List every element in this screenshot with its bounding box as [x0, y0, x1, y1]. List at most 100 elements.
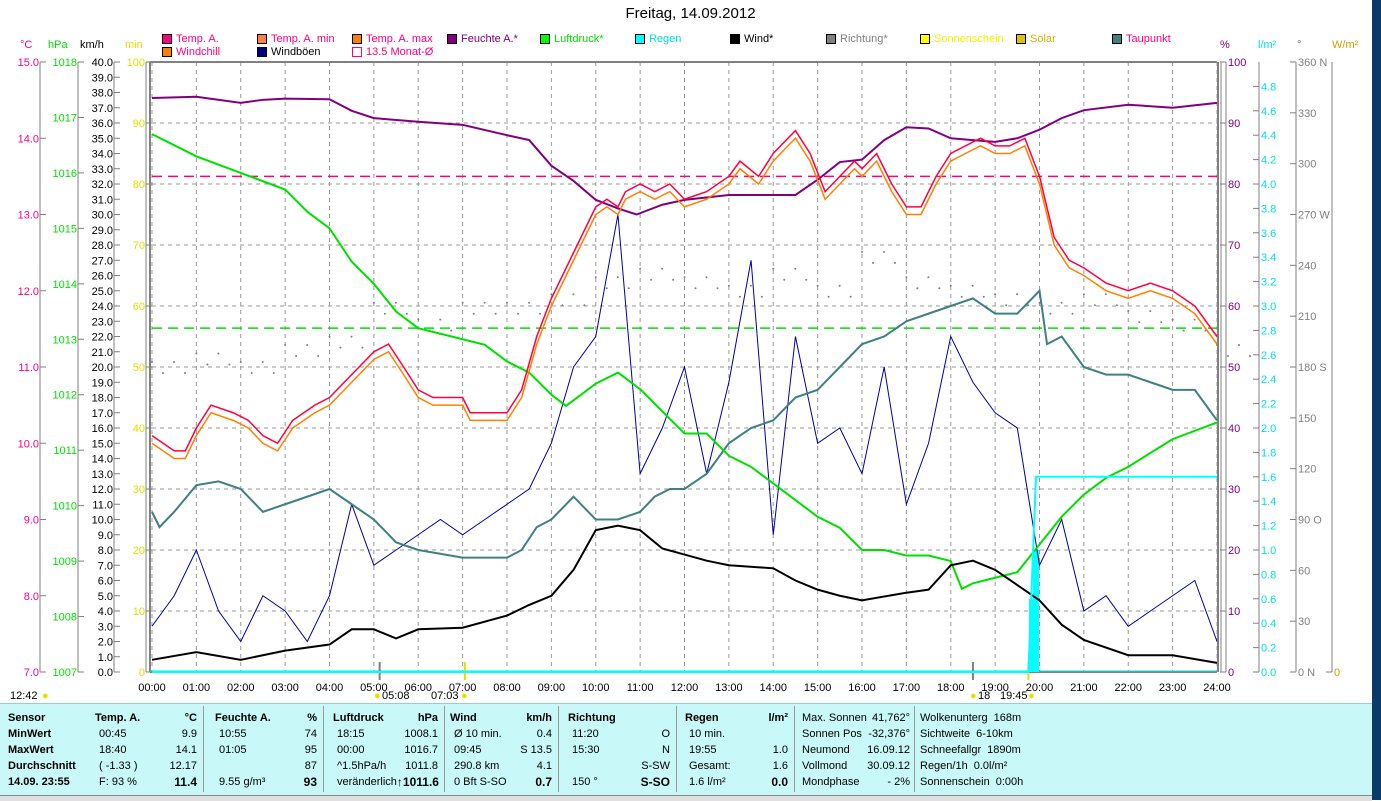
rain-tick-label: 2.6	[1261, 350, 1276, 362]
rain-tick-label: 3.8	[1261, 203, 1276, 215]
unit-label-pct: %	[1220, 39, 1230, 51]
solar-tick-label: 0	[1334, 667, 1340, 679]
stats-value: 74	[304, 728, 317, 740]
x-tick-label: 01:00	[183, 682, 211, 694]
legend-label: Solar	[1030, 33, 1056, 45]
stats-value: S-SW	[641, 760, 670, 772]
temp-tick-label: 7.0	[24, 667, 39, 679]
stats-row: Ø 10 min. 0.4	[450, 726, 552, 742]
legend-label: Windchill	[176, 46, 221, 58]
stats-value: 95	[304, 744, 317, 756]
column-divider	[794, 706, 795, 792]
x-tick-label: 10:00	[582, 682, 610, 694]
column-divider	[558, 706, 559, 792]
direction-dot	[982, 295, 985, 298]
stats-time: ( -1.33 )	[99, 760, 138, 772]
misc-value: 1890m	[987, 744, 1021, 756]
direction-dot	[1171, 318, 1174, 321]
direction-dot	[506, 301, 508, 304]
deg-tick-label: 0 N	[1298, 667, 1315, 679]
deg-tick-label: 120	[1298, 464, 1316, 476]
min-tick-label: 20	[133, 545, 145, 557]
astro-value: -32,376°	[868, 728, 910, 740]
kmh-tick-label: 37.0	[92, 103, 113, 115]
misc-label: Wolkenunterg	[920, 712, 988, 724]
header-label: Temp. A.	[95, 712, 141, 724]
legend-swatch	[1016, 34, 1026, 44]
stats-row: ( -1.33 ) 12.17	[95, 758, 197, 774]
stats-row: 09:45 S 13.5	[450, 742, 552, 758]
direction-dot	[672, 278, 675, 281]
stats-time: 150 °	[572, 776, 598, 788]
legend-item: Wind*	[730, 33, 773, 45]
stats-time: 15:30	[572, 744, 600, 756]
row-label: Sensor	[8, 710, 88, 726]
direction-dot	[1249, 355, 1251, 358]
direction-dot	[971, 284, 974, 287]
rain-tick-label: 1.4	[1261, 496, 1276, 508]
kmh-tick-label: 2.0	[98, 637, 113, 649]
legend-item: Regen	[635, 33, 681, 45]
status-bar	[0, 795, 1372, 801]
kmh-tick-label: 26.0	[92, 271, 113, 283]
deg-tick-label: 210	[1298, 311, 1316, 323]
astro-row: Neumond 16.09.12	[802, 742, 910, 758]
stats-time: 00:45	[99, 728, 127, 740]
weather-chart: 00:00 01:00 02:00 03:00 04:00 05:00 06:00 07:00…	[18, 57, 1341, 694]
deg-tick-label: 270 W	[1298, 210, 1330, 222]
rain-tick-label: 0.4	[1261, 618, 1276, 630]
stats-column: Feuchte A.% 10:55 74 01:05 95 87 9.55 g/m³ 93	[215, 710, 317, 790]
misc-value: 6-10km	[976, 728, 1013, 740]
legend-item: Solar	[1016, 33, 1056, 45]
deg-tick-label: 30	[1298, 616, 1310, 628]
pct-tick-label: 90	[1228, 118, 1240, 130]
pct-tick-label: 80	[1228, 179, 1240, 191]
stats-column: Temp. A. °C 00:45 9.9 18:40 14.1 ( -1.33 ) 12.1…	[95, 710, 197, 790]
direction-dot	[517, 312, 519, 315]
unit-label-rain: l/m²	[1258, 39, 1277, 51]
legend-label: Feuchte A.*	[461, 33, 518, 45]
x-tick-label: 14:00	[759, 682, 787, 694]
stats-time: 1.6 l/m²	[689, 776, 726, 788]
rain-tick-label: 4.6	[1261, 106, 1276, 118]
direction-dot	[849, 295, 852, 298]
legend-label: 13.5 Monat-Ø	[366, 46, 434, 58]
direction-dot	[272, 372, 275, 374]
legend-label: Wind*	[744, 33, 774, 45]
direction-dot	[328, 335, 331, 338]
row-label: MaxWert	[8, 742, 88, 758]
row-label-text: 14.09. 23:55	[8, 776, 70, 788]
hpa-tick-label: 1008	[53, 612, 77, 624]
legend-label: Windböen	[271, 46, 321, 58]
stats-row: 0 Bft S-SO 0.7	[450, 774, 552, 790]
astro-column: Max. Sonnen 41,762° Sonnen Pos -32,376° Neum…	[802, 710, 910, 790]
stats-row: 150 ° S-SO	[568, 774, 670, 790]
legend-item: Temp. A. min	[257, 33, 335, 45]
series-dewpoint	[151, 288, 1218, 559]
header-unit: %	[307, 712, 317, 724]
x-tick-label: 20:00	[1026, 682, 1054, 694]
rain-tick-label: 0.6	[1261, 594, 1276, 606]
legend-swatch	[257, 34, 267, 44]
legend-label: Taupunkt	[1126, 33, 1171, 45]
hpa-tick-label: 1013	[53, 334, 77, 346]
pct-tick-label: 30	[1228, 484, 1240, 496]
kmh-tick-label: 11.0	[92, 499, 113, 511]
direction-dot	[1115, 304, 1118, 307]
stats-value: S-SO	[640, 775, 670, 789]
kmh-tick-label: 15.0	[92, 438, 113, 450]
temp-tick-label: 14.0	[18, 133, 39, 145]
x-tick-label: 09:00	[538, 682, 566, 694]
direction-dot	[394, 301, 397, 304]
astro-label: Max. Sonnen	[802, 712, 867, 724]
stats-row: 9.55 g/m³ 93	[215, 774, 317, 790]
direction-dot	[372, 301, 375, 304]
direction-dot	[772, 267, 775, 270]
direction-dot	[461, 301, 464, 304]
legend-swatch	[540, 34, 550, 44]
hpa-tick-label: 1007	[53, 667, 77, 679]
direction-dot	[905, 276, 908, 279]
kmh-tick-label: 1.0	[98, 652, 113, 664]
kmh-tick-label: 13.0	[92, 469, 113, 481]
kmh-tick-label: 40.0	[92, 57, 113, 69]
